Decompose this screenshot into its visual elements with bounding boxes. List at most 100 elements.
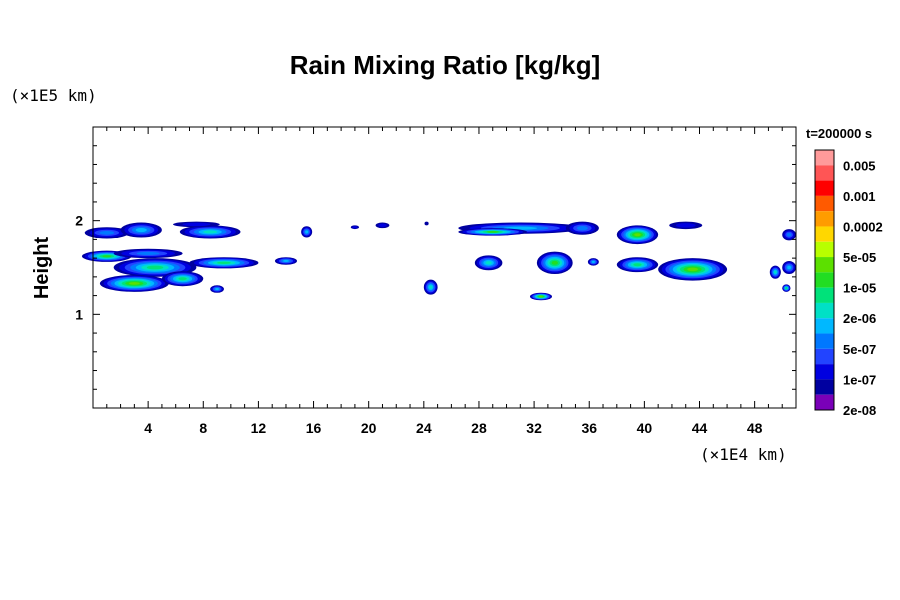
contour-level	[687, 267, 699, 272]
contour-feature	[616, 225, 659, 245]
x-tick-label: 32	[526, 420, 542, 436]
contour-feature	[458, 228, 528, 236]
x-tick-label: 36	[581, 420, 597, 436]
colorbar-swatch	[815, 272, 834, 288]
contour-level	[539, 295, 543, 298]
contour-feature	[474, 255, 503, 271]
contour-feature	[769, 265, 781, 279]
contour-level	[486, 230, 499, 233]
contour-feature	[274, 257, 298, 265]
contour-level	[215, 288, 219, 291]
contour-level	[217, 261, 231, 264]
contour-level	[99, 230, 115, 235]
colorbar-swatch	[815, 150, 834, 166]
contour-level	[576, 225, 588, 231]
contour-level	[128, 282, 140, 285]
contour-feature	[161, 271, 204, 287]
contour-level	[429, 285, 433, 289]
contour-feature	[669, 221, 703, 230]
contour-level	[178, 277, 187, 281]
colorbar-swatch	[815, 211, 834, 227]
contour-level	[424, 221, 429, 226]
contour-feature	[189, 257, 259, 269]
colorbar-swatch	[815, 241, 834, 258]
contour-level	[136, 251, 160, 256]
contour-level	[182, 222, 211, 227]
contour-level	[378, 223, 387, 228]
contour-level	[774, 270, 777, 274]
contour-level	[634, 233, 641, 237]
x-tick-label: 4	[144, 420, 152, 436]
contour-feature	[120, 222, 162, 238]
colorbar-label: 5e-07	[843, 342, 876, 357]
contour-feature	[782, 260, 796, 275]
colorbar-label: 1e-05	[843, 281, 876, 296]
x-tick-label: 20	[361, 420, 377, 436]
colorbar-swatch	[815, 226, 834, 242]
time-label: t=200000 s	[806, 126, 872, 141]
contour-level	[785, 287, 788, 290]
colorbar-swatch	[815, 394, 834, 410]
contour-feature	[587, 258, 599, 266]
y-tick-labels: 12	[75, 213, 83, 323]
colorbar-label: 5e-05	[843, 250, 876, 265]
contour-feature	[84, 227, 129, 239]
contour-feature	[536, 251, 573, 275]
contour-level	[305, 230, 309, 234]
y-unit-label: (×1E5 km)	[10, 86, 97, 105]
contour-feature	[350, 225, 360, 230]
contour-feature	[782, 229, 796, 241]
contour-level	[352, 226, 358, 229]
colorbar-label: 2e-08	[843, 403, 876, 418]
contour-level	[787, 265, 791, 270]
contour-feature	[210, 285, 224, 293]
colorbar-swatch	[815, 180, 834, 196]
x-tick-label: 48	[747, 420, 763, 436]
contour-feature	[424, 221, 429, 226]
colorbar-swatch	[815, 165, 834, 181]
colorbar-swatch	[815, 364, 834, 380]
x-tick-label: 44	[692, 420, 708, 436]
contour-feature	[179, 225, 241, 239]
contour-feature	[529, 292, 553, 301]
contour-feature	[423, 279, 438, 295]
colorbar-swatch	[815, 333, 834, 349]
colorbar-swatch	[815, 379, 834, 395]
contour-feature	[658, 258, 728, 281]
contour-level	[146, 265, 164, 270]
contour-feature	[99, 274, 169, 292]
colorbar-label: 1e-07	[843, 372, 876, 387]
contour-feature	[565, 221, 599, 235]
contour-level	[591, 260, 595, 263]
colorbar-swatch	[815, 287, 834, 303]
contour-feature	[113, 258, 197, 277]
axis-ticks	[93, 127, 796, 408]
y-axis-label: Height	[31, 237, 53, 300]
contour-features	[81, 221, 796, 301]
contour-feature	[172, 221, 220, 228]
y-tick-label: 2	[75, 213, 83, 229]
contour-feature	[616, 257, 659, 273]
contour-level	[675, 223, 696, 228]
x-tick-label: 8	[199, 420, 207, 436]
contour-feature	[782, 284, 791, 292]
contour-level	[485, 261, 492, 265]
colorbar: 0.005 0.001 0.0002 5e-05 1e-05 2e-06 5e-07 1e-0…	[814, 149, 883, 418]
colorbar-label: 2e-06	[843, 311, 876, 326]
x-tick-label: 40	[637, 420, 653, 436]
contour-level	[135, 227, 147, 233]
colorbar-swatch	[815, 195, 834, 212]
contour-level	[102, 255, 112, 258]
colorbar-label: 0.005	[843, 158, 876, 173]
x-unit-label: (×1E4 km)	[700, 445, 787, 464]
x-tick-label: 16	[306, 420, 322, 436]
contour-level	[633, 263, 642, 267]
colorbar-swatch	[815, 348, 834, 365]
colorbar-frame	[814, 149, 835, 411]
colorbar-swatch	[815, 257, 834, 273]
contour-feature	[375, 222, 390, 229]
x-tick-labels: 4 8 12 16 20 24 28 32 36 40 44 48	[144, 420, 762, 436]
contour-feature	[113, 248, 183, 259]
colorbar-label: 0.0002	[843, 219, 883, 234]
y-tick-label: 1	[75, 306, 83, 322]
